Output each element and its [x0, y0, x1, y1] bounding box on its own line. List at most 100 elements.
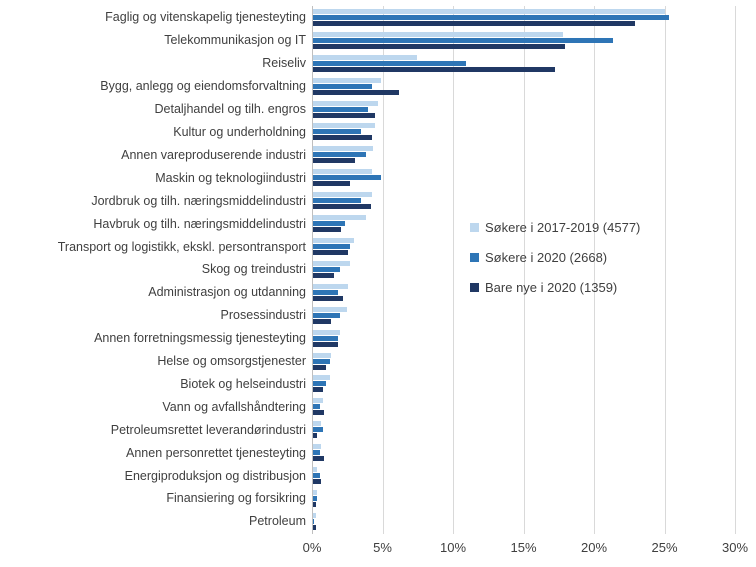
legend-swatch-icon [470, 223, 479, 232]
bar [313, 421, 322, 427]
legend-swatch-icon [470, 253, 479, 262]
bar [313, 266, 340, 272]
chart-row: Finansiering og forsikring [0, 487, 735, 510]
bar [313, 238, 354, 244]
x-tick-label: 15% [510, 540, 537, 555]
legend-label: Søkere i 2017-2019 (4577) [485, 220, 641, 235]
bar [313, 250, 349, 256]
bar [313, 89, 399, 95]
category-label: Energiproduksjon og distribusjon [124, 468, 306, 483]
bar [313, 398, 323, 404]
bar [313, 352, 332, 358]
x-tick-label: 30% [721, 540, 749, 555]
chart-row: Prosessindustri [0, 304, 735, 327]
chart-rows: Faglig og vitenskapelig tjenesteyting Tel… [0, 6, 735, 533]
bar [313, 364, 326, 370]
category-label: Faglig og vitenskapelig tjenesteyting [105, 10, 306, 25]
bar [313, 112, 375, 118]
x-tick-label: 20% [580, 540, 608, 555]
category-label: Biotek og helseindustri [180, 376, 306, 391]
chart-row: Annen forretningsmessig tjenesteyting [0, 327, 735, 350]
chart-row: Energiproduksjon og distribusjon [0, 464, 735, 487]
bar-group [313, 327, 735, 350]
bar-group [313, 166, 735, 189]
legend-swatch-icon [470, 283, 479, 292]
bar [313, 175, 381, 181]
bar-group [313, 6, 735, 29]
bar [313, 198, 361, 204]
bar-group [313, 418, 735, 441]
category-label: Skog og treindustri [201, 262, 306, 277]
bar [313, 404, 321, 410]
bar [313, 524, 316, 530]
legend-item: Søkere i 2020 (2668) [470, 250, 640, 265]
bar [313, 341, 339, 347]
chart-row: Petroleum [0, 510, 735, 533]
bar [313, 227, 342, 233]
bar [313, 66, 555, 72]
bar [313, 123, 375, 129]
bar-group [313, 510, 735, 533]
category-label: Helse og omsorgstjenester [157, 354, 306, 369]
bar [313, 31, 564, 37]
category-label: Finansiering og forsikring [166, 491, 306, 506]
chart-row: Skog og treindustri [0, 258, 735, 281]
bar-group [313, 235, 735, 258]
bar [313, 433, 318, 439]
bar [313, 14, 669, 20]
bar [313, 467, 318, 473]
bar [313, 77, 381, 83]
bar-group [313, 121, 735, 144]
bar [313, 283, 349, 289]
bar [313, 215, 367, 221]
bar [313, 450, 321, 456]
chart-row: Annen vareproduserende industri [0, 143, 735, 166]
category-label: Vann og avfallshåndtering [162, 399, 306, 414]
bar [313, 83, 373, 89]
bar [313, 100, 378, 106]
bar-group [313, 464, 735, 487]
category-label: Jordbruk og tilh. næringsmiddelindustri [91, 193, 306, 208]
bar-group [313, 29, 735, 52]
bar [313, 192, 373, 198]
bar [313, 129, 361, 135]
bar [313, 329, 340, 335]
bar-group [313, 304, 735, 327]
bar-group [313, 350, 735, 373]
chart-row: Jordbruk og tilh. næringsmiddelindustri [0, 189, 735, 212]
bar [313, 204, 371, 210]
chart-row: Biotek og helseindustri [0, 373, 735, 396]
bar [313, 54, 418, 60]
bar [313, 381, 326, 387]
bar [313, 158, 356, 164]
bar [313, 169, 373, 175]
bar-group [313, 441, 735, 464]
chart-row: Helse og omsorgstjenester [0, 350, 735, 373]
bar-group [313, 52, 735, 75]
bar [313, 318, 332, 324]
bar [313, 375, 330, 381]
legend: Søkere i 2017-2019 (4577) Søkere i 2020 (… [470, 220, 640, 295]
chart-row: Bygg, anlegg og eiendomsforvaltning [0, 75, 735, 98]
x-tick-label: 25% [651, 540, 678, 555]
bar [313, 221, 346, 227]
chart-row: Transport og logistikk, ekskl. persontra… [0, 235, 735, 258]
category-label: Petroleumsrettet leverandørindustri [110, 422, 306, 437]
bar [313, 60, 467, 66]
chart-row: Petroleumsrettet leverandørindustri [0, 418, 735, 441]
category-label: Maskin og teknologiindustri [155, 170, 306, 185]
bar [313, 512, 316, 518]
chart-row: Administrasjon og utdanning [0, 281, 735, 304]
x-tick-label: 0% [302, 540, 322, 555]
bar [313, 427, 323, 433]
bar-group [313, 98, 735, 121]
chart-row: Telekommunikasjon og IT [0, 29, 735, 52]
bar [313, 295, 343, 301]
bar [313, 43, 565, 49]
bar [313, 444, 322, 450]
x-tick-label: 5% [373, 540, 392, 555]
category-label: Telekommunikasjon og IT [164, 33, 306, 48]
chart-row: Havbruk og tilh. næringsmiddelindustri [0, 212, 735, 235]
bar [313, 335, 339, 341]
